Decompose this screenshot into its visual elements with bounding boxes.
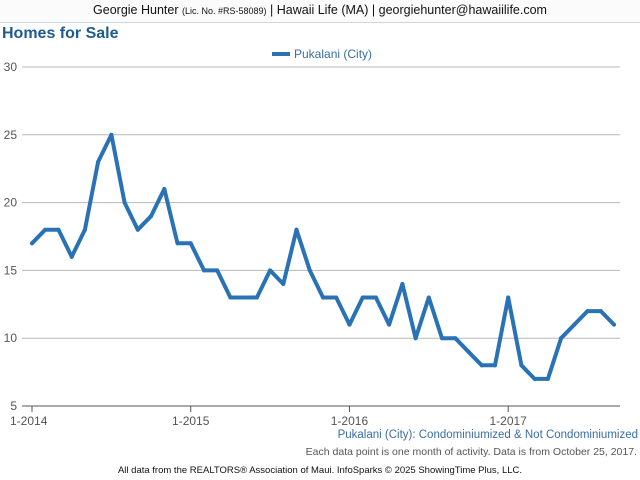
data-point (201, 268, 206, 273)
series-layer (30, 132, 616, 381)
data-point (413, 336, 418, 341)
data-point (321, 295, 325, 300)
license-number: (Lic. No. #RS-58089) (181, 6, 267, 16)
data-point (347, 322, 352, 327)
data-point (373, 295, 378, 300)
y-tick-label: 5 (10, 399, 17, 413)
data-point (532, 376, 537, 381)
data-point (519, 363, 524, 368)
data-point (400, 281, 405, 286)
data-point (215, 268, 220, 273)
data-point (426, 295, 431, 300)
y-tick-label: 30 (4, 60, 18, 74)
data-point (149, 214, 154, 219)
data-point (492, 363, 497, 368)
data-point (598, 309, 603, 314)
data-point (69, 254, 74, 259)
data-note: Each data point is one month of activity… (305, 446, 637, 458)
data-point (56, 227, 61, 232)
agent-name: Georgie Hunter (93, 3, 179, 17)
data-point (440, 336, 445, 341)
x-tick-label: 1-2014 (10, 414, 48, 428)
footer-credit: All data from the REALTORS® Association … (117, 465, 523, 476)
data-point (188, 241, 193, 246)
x-tick-label: 1-2017 (489, 414, 527, 428)
x-tick-label: 1-2015 (172, 414, 210, 428)
data-point (334, 295, 339, 300)
data-point (268, 268, 273, 273)
series-line (30, 132, 616, 381)
data-point (466, 349, 471, 354)
data-point (506, 295, 511, 300)
data-point (281, 281, 286, 286)
y-tick-label: 20 (4, 196, 18, 210)
data-point (585, 309, 590, 314)
data-point (545, 376, 550, 381)
data-point (254, 295, 259, 300)
data-point (96, 159, 101, 164)
data-point (612, 322, 616, 327)
data-point (135, 227, 140, 232)
page-title: Homes for Sale (2, 25, 119, 42)
legend-label: Pukalani (City) (294, 47, 372, 61)
x-tick-label: 1-2016 (331, 414, 369, 428)
y-tick-label: 10 (4, 331, 18, 345)
legend: Pukalani (City) (272, 47, 372, 61)
data-point (241, 295, 246, 300)
data-point (109, 132, 114, 137)
data-point (175, 241, 180, 246)
header-bar: Georgie Hunter (Lic. No. #RS-58089) | Ha… (0, 0, 640, 23)
data-point (387, 322, 392, 327)
data-point (559, 336, 564, 341)
data-point (43, 227, 48, 232)
data-point (228, 295, 233, 300)
data-point (572, 322, 577, 327)
data-point (307, 268, 312, 273)
data-point (30, 241, 34, 246)
data-point (453, 336, 458, 341)
grid-layer (22, 66, 620, 339)
agency-contact: | Hawaii Life (MA) | georgiehunter@hawai… (270, 3, 547, 17)
chart-subtitle: Pukalani (City): Condominiumized & Not C… (337, 429, 638, 441)
data-point (82, 227, 87, 232)
data-point (122, 200, 127, 205)
data-point (162, 187, 167, 192)
y-tick-label: 25 (4, 128, 18, 142)
y-tick-label: 15 (4, 263, 18, 277)
data-point (294, 227, 299, 232)
header-text: Georgie Hunter (Lic. No. #RS-58089) | Ha… (0, 3, 640, 17)
data-point (360, 295, 365, 300)
data-point (479, 363, 484, 368)
axis-layer: 5 10 15 20 25 30 1-2014 1-2015 1-2016 1-2017 (4, 60, 620, 428)
